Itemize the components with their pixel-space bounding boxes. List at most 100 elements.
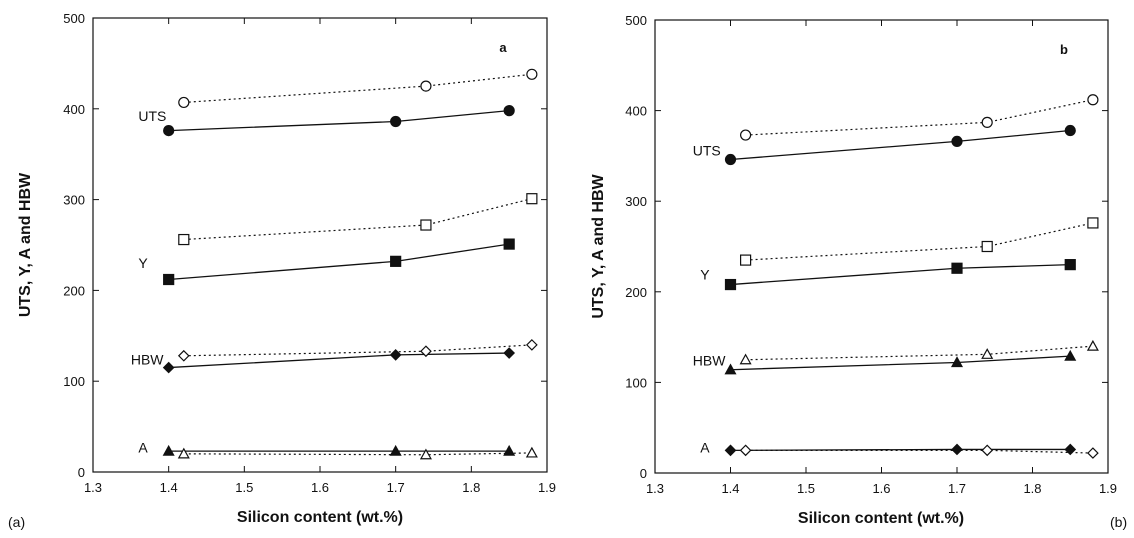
x-tick-label: 1.6: [872, 481, 890, 496]
x-tick-label: 1.3: [84, 480, 102, 495]
data-point: [178, 96, 190, 109]
y-tick-label: 300: [625, 194, 647, 209]
y-tick-label: 400: [625, 104, 647, 119]
x-tick-label: 1.9: [1099, 481, 1117, 496]
series-line-a-dotted: [745, 449, 1093, 454]
series-line-y-dotted: [745, 222, 1094, 261]
series-label-uts: UTS: [138, 108, 166, 124]
y-tick-label: 500: [63, 11, 85, 26]
series-line-a-dotted: [183, 452, 532, 456]
data-point: [724, 278, 737, 291]
x-tick-label: 1.6: [311, 480, 329, 495]
x-tick-label: 1.4: [160, 480, 178, 495]
y-tick-label: 0: [78, 465, 85, 480]
data-point: [162, 361, 175, 374]
data-point: [1064, 259, 1076, 271]
y-tick-label: 500: [625, 13, 647, 28]
data-point: [177, 447, 190, 459]
series-line-uts-dotted: [745, 99, 1094, 136]
x-tick-label: 1.3: [646, 481, 664, 496]
y-tick-label: 100: [625, 375, 647, 390]
x-tick-label: 1.7: [948, 481, 966, 496]
data-point: [503, 347, 516, 359]
chart-panel-a: 1.3 1.4 1.5 1.6 1.7 1.8 1.9 0 100 200 300 400 500 Sil…: [8, 11, 556, 530]
series-label-a: A: [700, 440, 710, 456]
panel-letter: b: [1060, 42, 1068, 57]
panel-letter: a: [499, 40, 507, 55]
x-axis-title: Silicon content (wt.%): [237, 509, 403, 526]
y-tick-label: 100: [63, 374, 85, 389]
data-point: [724, 153, 737, 166]
data-point: [951, 443, 963, 456]
x-tick-label: 1.5: [235, 480, 253, 495]
series-line-uts-solid: [168, 109, 510, 132]
data-point: [1087, 94, 1099, 106]
series-line-y-dotted: [183, 198, 533, 241]
series-label-y: Y: [138, 255, 148, 271]
series-line-uts-dotted: [183, 73, 532, 104]
data-point: [526, 339, 538, 351]
data-point: [981, 444, 994, 457]
panel-caption: (a): [8, 514, 25, 530]
y-tick-label: 200: [63, 283, 85, 298]
data-point: [1064, 349, 1077, 361]
x-tick-label: 1.5: [797, 481, 815, 496]
panel-caption: (b): [1110, 514, 1127, 530]
series-label-hbw: HBW: [693, 353, 726, 369]
data-point: [503, 444, 516, 456]
data-point: [739, 129, 752, 141]
data-point: [420, 80, 432, 92]
data-point: [981, 240, 993, 253]
x-axis-title: Silicon content (wt.%): [798, 510, 964, 527]
data-point: [419, 448, 432, 460]
plot-frame: [654, 19, 1109, 474]
data-point: [950, 356, 964, 368]
data-point: [162, 444, 175, 456]
data-point: [951, 262, 963, 274]
series-line-y-solid: [168, 243, 510, 281]
data-point: [390, 255, 402, 267]
x-tick-label: 1.4: [721, 481, 739, 496]
data-point: [503, 238, 515, 250]
plot-frame: [92, 17, 548, 473]
series-label-hbw: HBW: [131, 351, 164, 367]
data-point: [1086, 339, 1099, 351]
series-line-hbw-solid: [730, 355, 1071, 371]
data-point: [724, 444, 737, 457]
data-point: [739, 254, 752, 266]
x-tick-label: 1.8: [462, 480, 480, 495]
y-tick-label: 200: [625, 285, 647, 300]
data-point: [739, 444, 752, 457]
data-point: [163, 273, 175, 286]
data-point: [526, 68, 538, 80]
series-label-a: A: [138, 439, 148, 455]
data-point: [1087, 217, 1099, 229]
data-point: [526, 193, 538, 205]
series-line-uts-solid: [730, 129, 1071, 161]
data-point: [981, 348, 994, 359]
series-line-hbw-dotted: [183, 344, 532, 357]
x-tick-label: 1.8: [1023, 481, 1041, 496]
data-point: [1087, 447, 1099, 459]
data-point: [389, 349, 402, 361]
data-point: [525, 446, 538, 458]
series-label-uts: UTS: [693, 142, 721, 158]
data-point: [724, 363, 737, 375]
y-tick-label: 400: [63, 102, 85, 117]
data-point: [163, 124, 175, 137]
data-point: [1064, 124, 1076, 137]
chart-panel-b: 1.3 1.4 1.5 1.6 1.7 1.8 1.9 0 100 200 300 400 500 Sil…: [590, 13, 1127, 530]
data-point: [178, 233, 190, 246]
data-point: [390, 115, 402, 128]
data-point: [503, 105, 515, 117]
y-tick-label: 300: [63, 193, 85, 208]
data-point: [951, 135, 963, 148]
data-point: [981, 116, 993, 128]
y-axis-title: UTS, Y, A and HBW: [17, 172, 34, 317]
data-point: [420, 345, 432, 358]
x-tick-label: 1.9: [538, 480, 556, 495]
series-label-y: Y: [700, 267, 710, 283]
y-axis-title: UTS, Y, A and HBW: [590, 173, 607, 318]
series-line-y-solid: [730, 263, 1071, 286]
